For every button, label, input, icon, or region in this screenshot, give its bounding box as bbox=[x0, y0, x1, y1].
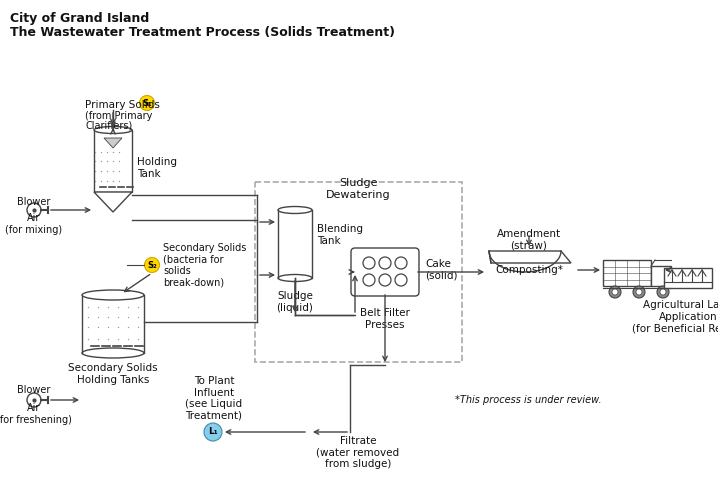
Polygon shape bbox=[603, 260, 651, 286]
Text: Holding
Tank: Holding Tank bbox=[137, 157, 177, 179]
Circle shape bbox=[612, 289, 618, 295]
Text: Clarifiers): Clarifiers) bbox=[85, 120, 132, 130]
Text: Blending
Tank: Blending Tank bbox=[317, 224, 363, 246]
Text: Blower: Blower bbox=[17, 197, 51, 207]
Ellipse shape bbox=[82, 290, 144, 300]
Polygon shape bbox=[664, 268, 712, 288]
Ellipse shape bbox=[278, 275, 312, 281]
Text: S₁: S₁ bbox=[142, 98, 151, 107]
Text: Sludge
(liquid): Sludge (liquid) bbox=[276, 291, 314, 313]
Ellipse shape bbox=[278, 206, 312, 214]
Circle shape bbox=[609, 286, 621, 298]
Text: Secondary Solids
(bacteria for
solids
break-down): Secondary Solids (bacteria for solids br… bbox=[163, 242, 246, 287]
Text: *This process is under review.: *This process is under review. bbox=[455, 395, 602, 405]
Circle shape bbox=[204, 423, 222, 441]
Circle shape bbox=[657, 286, 669, 298]
Text: The Wastewater Treatment Process (Solids Treatment): The Wastewater Treatment Process (Solids… bbox=[10, 26, 395, 39]
Text: Composting*: Composting* bbox=[495, 265, 563, 275]
Circle shape bbox=[27, 393, 41, 407]
Circle shape bbox=[379, 274, 391, 286]
Circle shape bbox=[660, 289, 666, 295]
Text: To Plant
Influent
(see Liquid
Treatment): To Plant Influent (see Liquid Treatment) bbox=[185, 376, 243, 421]
Text: Secondary Solids
Holding Tanks: Secondary Solids Holding Tanks bbox=[68, 363, 158, 385]
Text: City of Grand Island: City of Grand Island bbox=[10, 12, 149, 25]
Circle shape bbox=[27, 203, 41, 217]
Text: Primary Solids: Primary Solids bbox=[85, 100, 160, 110]
Circle shape bbox=[636, 289, 642, 295]
Polygon shape bbox=[94, 192, 132, 212]
Polygon shape bbox=[651, 266, 671, 286]
Text: Sludge
Dewatering: Sludge Dewatering bbox=[326, 178, 391, 200]
Text: S₂: S₂ bbox=[147, 260, 157, 269]
Circle shape bbox=[379, 257, 391, 269]
Circle shape bbox=[144, 257, 159, 272]
Text: L₁: L₁ bbox=[208, 428, 218, 437]
Polygon shape bbox=[104, 138, 122, 148]
Text: Air
(for freshening): Air (for freshening) bbox=[0, 403, 72, 425]
Text: Amendment
(straw): Amendment (straw) bbox=[497, 229, 561, 251]
Ellipse shape bbox=[94, 126, 132, 134]
Text: Belt Filter
Presses: Belt Filter Presses bbox=[360, 308, 410, 330]
Polygon shape bbox=[94, 130, 132, 192]
Circle shape bbox=[633, 286, 645, 298]
Text: Blower: Blower bbox=[17, 385, 51, 395]
Polygon shape bbox=[489, 251, 571, 263]
Ellipse shape bbox=[82, 348, 144, 358]
Text: Cake
(solid): Cake (solid) bbox=[425, 259, 457, 281]
Text: Filtrate
(water removed
from sludge): Filtrate (water removed from sludge) bbox=[317, 436, 399, 469]
Text: (from Primary: (from Primary bbox=[85, 111, 152, 121]
Text: Agricultural Land
Application
(for Beneficial Reuse): Agricultural Land Application (for Benef… bbox=[632, 300, 718, 333]
Circle shape bbox=[395, 257, 407, 269]
Circle shape bbox=[139, 95, 154, 110]
FancyBboxPatch shape bbox=[351, 248, 419, 296]
Circle shape bbox=[395, 274, 407, 286]
Text: Air
(for mixing): Air (for mixing) bbox=[6, 213, 62, 235]
Circle shape bbox=[363, 257, 375, 269]
Circle shape bbox=[363, 274, 375, 286]
